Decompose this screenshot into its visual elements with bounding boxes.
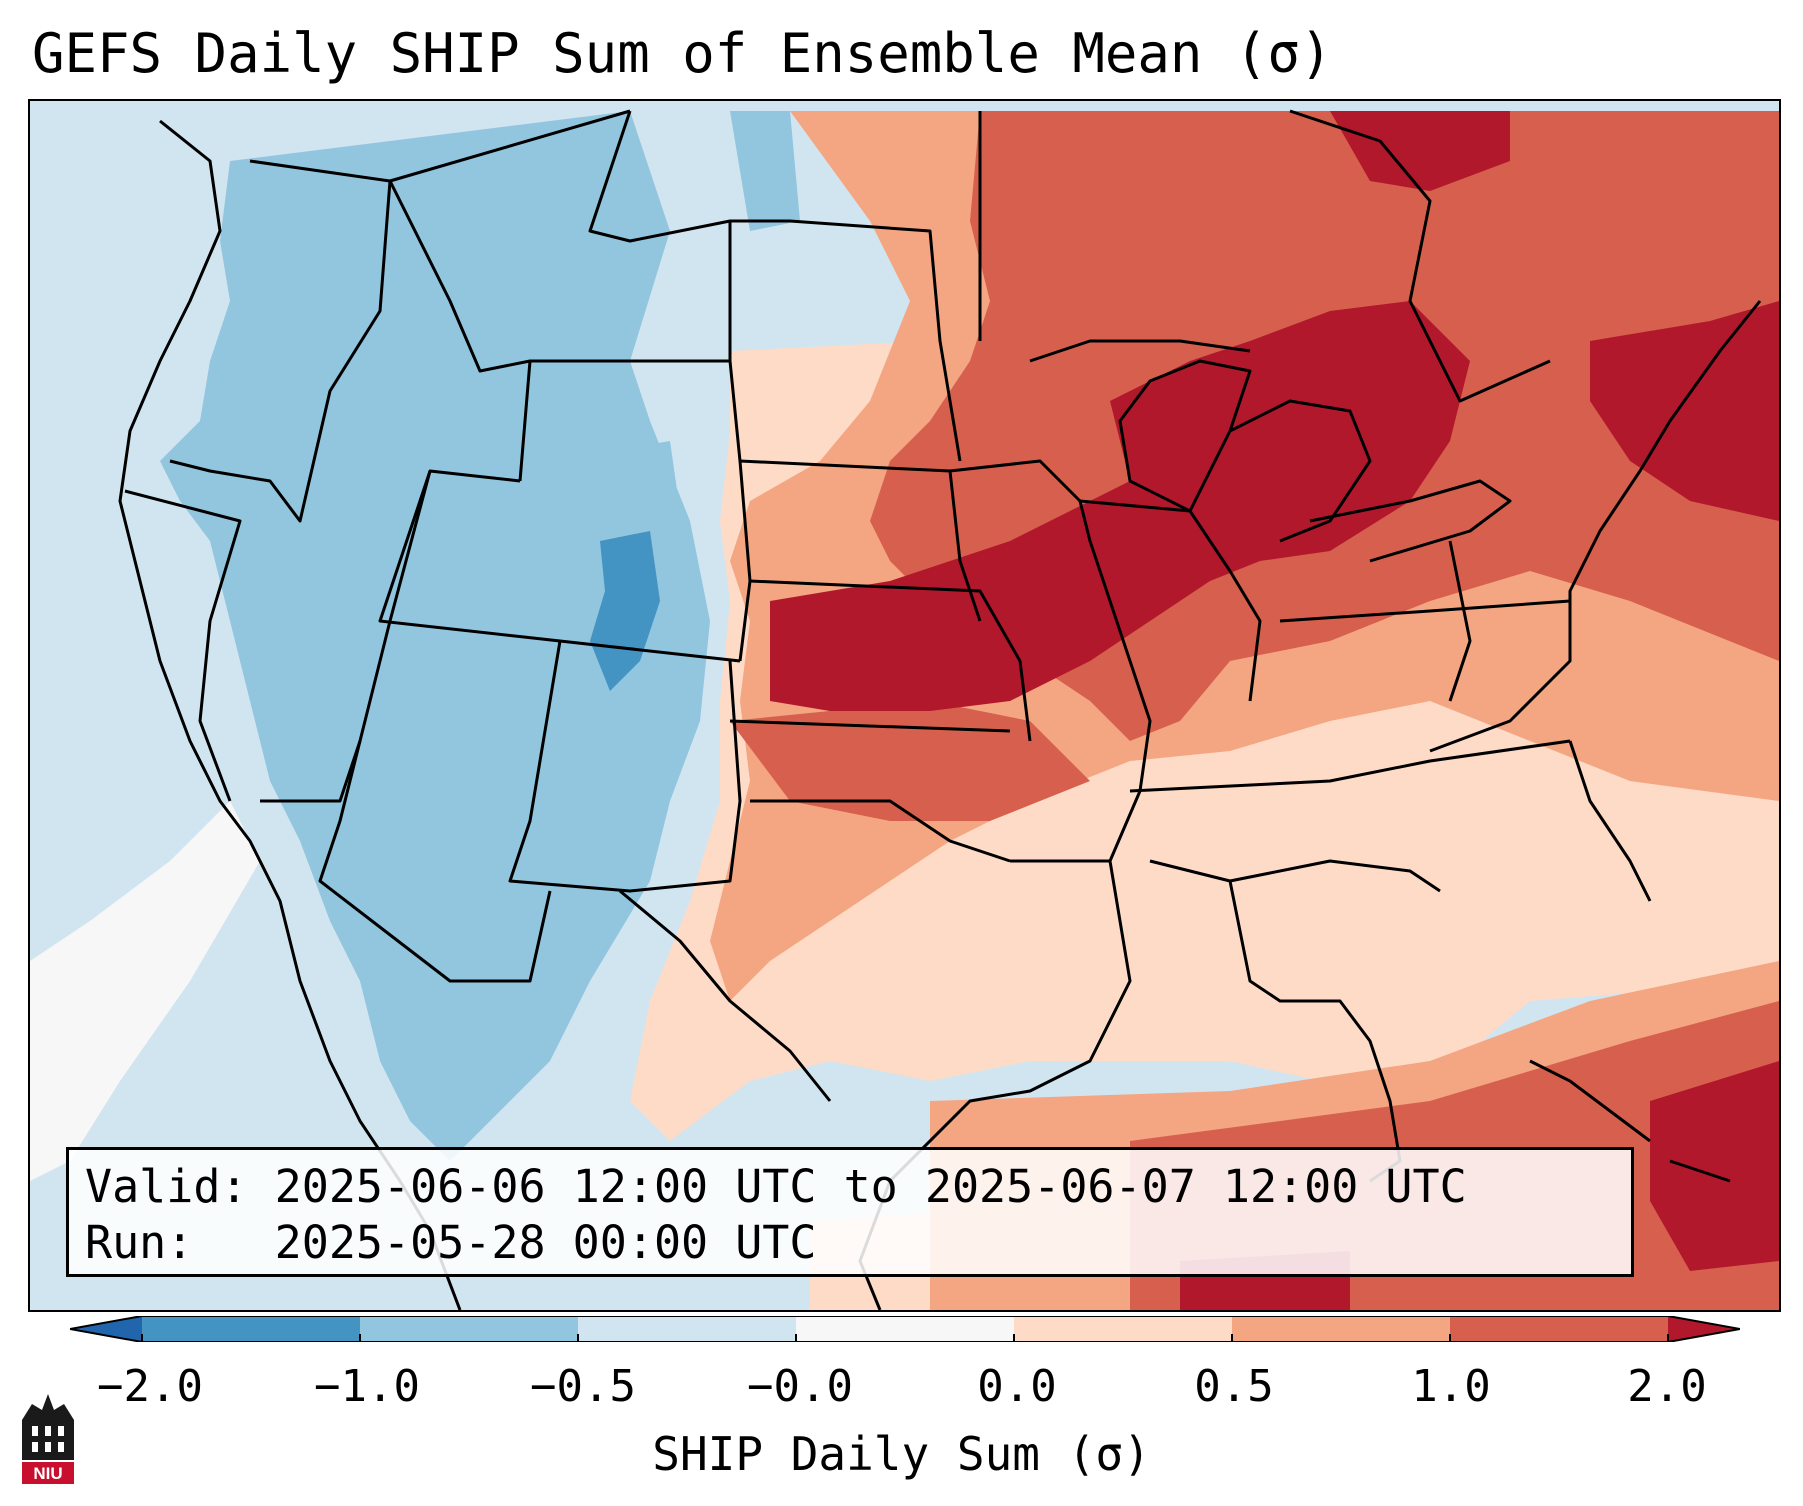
colorbar-bin bbox=[1014, 1316, 1233, 1342]
map-panel[interactable] bbox=[28, 99, 1781, 1312]
colorbar-tick-label: 0.5 bbox=[1194, 1361, 1274, 1412]
niu-logo-icon: NIU bbox=[22, 1394, 74, 1484]
colorbar-bin bbox=[796, 1316, 1015, 1342]
run-line: Run: 2025-05-28 00:00 UTC bbox=[85, 1216, 817, 1269]
political-boundaries bbox=[118, 109, 1762, 1310]
colorbar-bin bbox=[578, 1316, 797, 1342]
map-title: GEFS Daily SHIP Sum of Ensemble Mean (σ) bbox=[32, 22, 1333, 85]
east-coast-outline bbox=[1429, 300, 1762, 753]
colorbar-tick-label: −0.5 bbox=[530, 1361, 636, 1412]
lake-michigan-outline bbox=[1118, 359, 1252, 513]
colorbar-label: SHIP Daily Sum (σ) bbox=[652, 1427, 1151, 1481]
colorbar-tick-label: −1.0 bbox=[314, 1361, 420, 1412]
caribbean-islands bbox=[1529, 1059, 1731, 1183]
svg-text:NIU: NIU bbox=[33, 1464, 62, 1483]
colorbar-tick-label: 1.0 bbox=[1411, 1361, 1491, 1412]
colorbar-bin bbox=[70, 1316, 142, 1342]
valid-line: Valid: 2025-06-06 12:00 UTC to 2025-06-0… bbox=[85, 1160, 1467, 1213]
valid-time-box: Valid: 2025-06-06 12:00 UTC to 2025-06-0… bbox=[66, 1147, 1634, 1277]
colorbar-bin bbox=[360, 1316, 579, 1342]
colorbar-bin bbox=[142, 1316, 361, 1342]
colorbar-tick-label: 2.0 bbox=[1627, 1361, 1707, 1412]
ship-anomaly-map bbox=[30, 101, 1779, 1310]
colorbar-tick-label: −0.0 bbox=[747, 1361, 853, 1412]
pacific-neutral-band bbox=[30, 801, 260, 1181]
colorbar-tick-label: −2.0 bbox=[97, 1361, 203, 1412]
west-coast-outline bbox=[118, 119, 462, 1310]
colorbar-bin bbox=[1668, 1316, 1740, 1342]
colorbar-bin bbox=[1450, 1316, 1669, 1342]
colorbar bbox=[70, 1316, 1740, 1342]
colorbar-tick-label: 0.0 bbox=[977, 1361, 1057, 1412]
colorbar-bin bbox=[1232, 1316, 1451, 1342]
